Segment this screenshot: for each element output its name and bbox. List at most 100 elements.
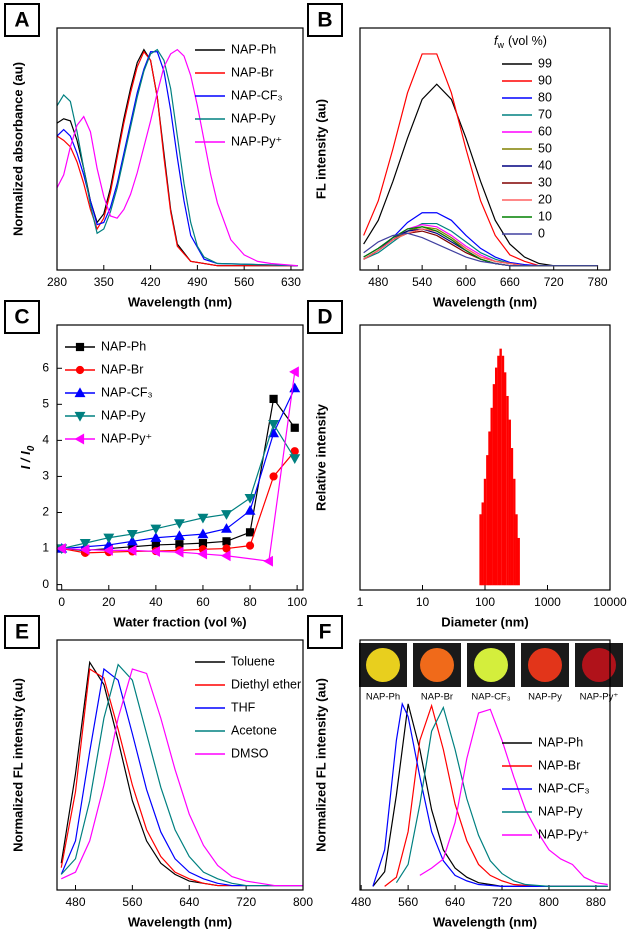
legend-title-sub: w <box>496 40 504 50</box>
legend-label: NAP-Py⁺ <box>101 431 152 445</box>
series-line <box>419 708 608 886</box>
panel-label-box <box>307 300 343 334</box>
x-tick-label: 880 <box>586 895 606 909</box>
marker <box>79 539 91 549</box>
marker <box>289 382 301 393</box>
legend-label: NAP-Py <box>231 111 276 125</box>
marker <box>197 513 209 524</box>
panel-label-box <box>4 300 40 334</box>
marker <box>173 519 185 529</box>
x-tick-label: 10 <box>416 595 430 609</box>
x-tick-label: 10000 <box>593 595 627 609</box>
x-tick-label: 0 <box>58 595 65 609</box>
y-axis-label: Normalized FL intensity (au) <box>313 678 328 852</box>
axes-frame <box>56 639 304 891</box>
bar <box>488 431 491 586</box>
legend-label: NAP-CF₃ <box>231 88 283 102</box>
series-line <box>372 701 608 887</box>
x-tick-label: 350 <box>94 275 114 289</box>
bar <box>510 448 514 586</box>
x-tick-label: 480 <box>65 895 85 909</box>
legend-label: 70 <box>538 107 552 121</box>
x-tick-label: 560 <box>234 275 254 289</box>
marker <box>126 544 137 556</box>
bar <box>494 367 498 586</box>
y-tick-label: 0 <box>42 577 49 591</box>
x-tick-label: 640 <box>445 895 465 909</box>
y-axis-label: Normalized absorbance (au) <box>10 62 25 236</box>
panel: E 480 560 640 720 800 Wavelength (nm) Normalize… <box>4 615 313 929</box>
marker <box>197 528 209 539</box>
legend-label: 30 <box>538 175 552 189</box>
panel: A 280 350 420 490 560 630 Wavelength (nm) Normal… <box>4 3 304 309</box>
marker <box>220 550 231 562</box>
marker <box>79 544 90 556</box>
x-axis-label: Water fraction (vol %) <box>113 614 246 629</box>
photo <box>366 648 400 682</box>
marker <box>173 530 185 541</box>
marker <box>222 544 231 553</box>
axes-frame <box>359 27 611 271</box>
series-line <box>395 705 608 887</box>
series-line <box>60 668 303 887</box>
x-tick-label: 630 <box>281 275 301 289</box>
y-tick-label: 4 <box>42 433 49 447</box>
photo <box>420 648 454 682</box>
y-tick-label: 3 <box>42 469 49 483</box>
series-line <box>61 397 296 551</box>
series-line <box>363 226 598 267</box>
x-tick-label: 720 <box>544 275 564 289</box>
series-line <box>363 232 598 267</box>
legend-label: 0 <box>538 226 545 240</box>
axes-frame <box>359 639 611 891</box>
legend-label: NAP-Br <box>101 362 143 376</box>
x-tick-label: 100 <box>475 595 495 609</box>
x-tick-label: 80 <box>243 595 257 609</box>
axes-frame <box>359 324 611 591</box>
bar <box>508 419 511 586</box>
series-line <box>56 50 298 267</box>
series-line <box>60 663 303 887</box>
x-axis-label: Diameter (nm) <box>441 614 528 629</box>
bar <box>501 355 505 586</box>
marker <box>245 528 255 537</box>
legend-label: 80 <box>538 90 552 104</box>
x-tick-label: 40 <box>149 595 163 609</box>
marker <box>245 541 255 550</box>
marker <box>197 548 208 560</box>
legend-label: DMSO <box>231 746 269 760</box>
bar <box>515 514 518 586</box>
legend-label: NAP-Ph <box>101 339 146 353</box>
y-tick-label: 1 <box>42 541 49 555</box>
y-tick-label: 2 <box>42 505 49 519</box>
bar <box>481 502 484 586</box>
photo-label: NAP-Br <box>421 692 453 703</box>
x-tick-label: 280 <box>47 275 67 289</box>
x-tick-label: 1 <box>357 595 364 609</box>
series-line <box>363 212 598 267</box>
bar <box>499 348 502 586</box>
marker <box>150 532 162 542</box>
series-line <box>60 660 303 887</box>
panel-label: B <box>317 9 332 32</box>
legend-label: 50 <box>538 141 552 155</box>
legend-label: Diethyl ether <box>231 677 301 691</box>
legend-label: NAP-Py⁺ <box>231 134 282 148</box>
legend-label: NAP-Br <box>231 65 273 79</box>
marker <box>289 366 299 378</box>
x-axis-label: Wavelength (nm) <box>128 294 232 309</box>
panel: C 0 20 40 60 80 100 0 1 2 3 4 5 6 Water fraction (vol … <box>4 300 307 629</box>
marker <box>269 472 278 481</box>
marker <box>173 546 184 558</box>
legend-label: Toluene <box>231 654 275 668</box>
panel-label: D <box>317 306 332 329</box>
panel-label-box <box>307 3 343 37</box>
bar <box>483 478 487 586</box>
series-line <box>384 703 608 887</box>
legend-label: 90 <box>538 73 552 87</box>
photo <box>474 648 508 682</box>
marker <box>269 394 278 404</box>
y-axis-label: I / I0 <box>18 445 36 469</box>
legend-label: NAP-Ph <box>231 42 276 56</box>
